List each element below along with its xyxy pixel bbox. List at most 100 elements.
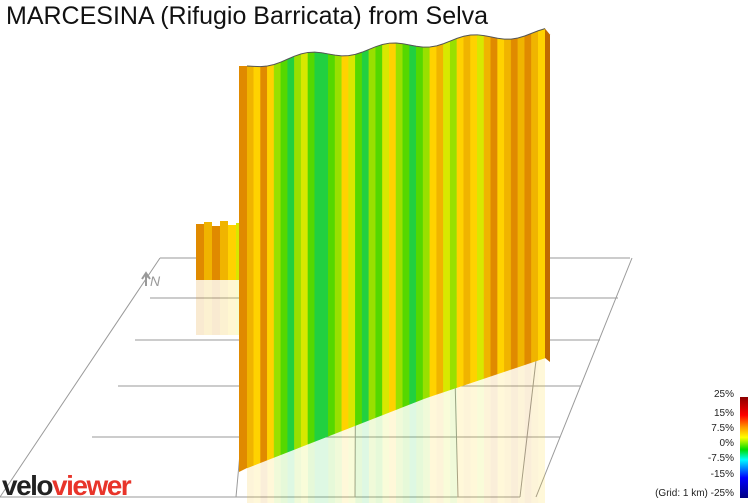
profile-segment: [517, 35, 525, 368]
profile-segment: [504, 38, 512, 372]
profile-segment-reflection: [436, 392, 444, 503]
north-arrow-icon: [141, 271, 151, 286]
profile-segment-reflection: [280, 452, 288, 503]
profile-segment: [287, 55, 295, 453]
profile-segment: [334, 54, 343, 434]
profile-segment-reflection: [389, 409, 396, 503]
profile-segment-reflection: [362, 420, 369, 503]
legend-label-0: 0%: [719, 438, 734, 449]
profile-segment: [531, 30, 539, 363]
profile-segment: [463, 34, 471, 386]
profile-segment-reflection: [301, 444, 308, 503]
profile-segment-reflection: [396, 407, 403, 503]
profile-segment-reflection: [348, 425, 356, 503]
profile-segment: [341, 55, 349, 432]
profile-segment-reflection: [294, 446, 302, 503]
grid-line: [0, 257, 161, 498]
profile-segment: [220, 221, 228, 280]
legend-label-15: 15%: [713, 408, 734, 419]
profile-segment-reflection: [423, 396, 430, 503]
profile-segment: [314, 51, 322, 442]
profile-segment-reflection: [375, 414, 383, 503]
profile-segment: [402, 43, 410, 408]
profile-top-outline: [246, 28, 546, 68]
profile-segment-reflection: [484, 376, 491, 503]
profile-segment-reflection: [490, 373, 498, 503]
profile-segment-reflection: [328, 433, 336, 503]
profile-segment-reflection: [274, 454, 281, 503]
legend-label-7-5: 7.5%: [711, 423, 734, 434]
profile-segment: [280, 58, 288, 456]
profile-segment: [436, 43, 444, 395]
profile-segment-reflection: [524, 362, 532, 503]
chart-title: MARCESINA (Rifugio Barricata) from Selva: [6, 2, 489, 30]
profile-segment-reflection: [355, 422, 363, 503]
north-arrow: N: [141, 271, 161, 289]
profile-segment: [490, 36, 498, 377]
profile-segment: [375, 44, 383, 418]
profile-segment-reflection: [247, 465, 254, 503]
profile-segment: [483, 35, 492, 379]
profile-segment-reflection: [511, 367, 518, 503]
profile-segment-reflection: [196, 280, 204, 335]
profile-segment: [477, 34, 485, 382]
profile-segment: [307, 51, 315, 445]
gradient-legend-bar: [740, 397, 748, 498]
profile-end-cap: [545, 28, 550, 363]
logo-part-viewer: viewer: [52, 470, 132, 501]
profile-segment-reflection: [504, 369, 512, 503]
north-label: N: [150, 273, 161, 289]
profile-segment: [204, 222, 212, 280]
profile-segment: [300, 52, 309, 448]
profile-segment: [246, 65, 255, 469]
profile-segment: [348, 54, 356, 429]
profile-segment: [196, 224, 204, 280]
profile-segment: [382, 42, 390, 416]
profile-segment-reflection: [409, 401, 417, 503]
profile-segment: [510, 37, 519, 370]
profile-front-edge: [239, 66, 247, 472]
profile-segment-reflection: [212, 280, 220, 335]
profile-segment-reflection: [368, 417, 376, 503]
profile-segment-reflection: [321, 436, 329, 503]
profile-segment: [273, 61, 282, 458]
profile-segment-reflection: [477, 378, 485, 503]
profile-segment: [212, 226, 220, 280]
grid-line: [535, 257, 633, 498]
profile-segment: [253, 66, 261, 466]
legend-grid-note: (Grid: 1 km) -25%: [655, 488, 734, 499]
profile-segment-reflection: [314, 438, 322, 503]
profile-segment-reflection: [267, 457, 275, 503]
profile-segment-reflection: [228, 280, 236, 335]
profile-segment-reflection: [429, 394, 437, 503]
profile-segment: [524, 33, 532, 366]
profile-segment-reflection: [456, 385, 464, 503]
profile-segment: [228, 225, 236, 280]
profile-segment: [267, 64, 275, 461]
profile-segment: [456, 35, 464, 388]
profile-segment: [416, 46, 424, 403]
profile-segment-reflection: [450, 387, 457, 503]
profile-segment-reflection: [260, 460, 268, 503]
profile-segment: [361, 49, 370, 424]
profile-segment-reflection: [497, 371, 505, 503]
profile-segment-reflection: [402, 404, 410, 503]
profile-segment-reflection: [538, 358, 545, 503]
profile-segment: [395, 42, 404, 411]
legend-label-minus-7-5: -7.5%: [707, 453, 734, 464]
profile-segment: [409, 44, 417, 405]
profile-segment-reflection: [531, 360, 539, 503]
profile-segment-reflection: [204, 280, 212, 335]
profile-segment-reflection: [463, 383, 471, 503]
profile-segment-reflection: [382, 412, 390, 503]
profile-segment: [294, 53, 302, 450]
profile-segment: [422, 46, 431, 400]
profile-segment-reflection: [517, 364, 525, 503]
profile-segment: [449, 38, 458, 391]
legend-label-minus-15: -15%: [710, 469, 734, 480]
profile-segment: [368, 46, 376, 421]
profile-walls: [196, 28, 550, 472]
profile-segment: [355, 51, 363, 426]
profile-segment: [429, 45, 437, 397]
